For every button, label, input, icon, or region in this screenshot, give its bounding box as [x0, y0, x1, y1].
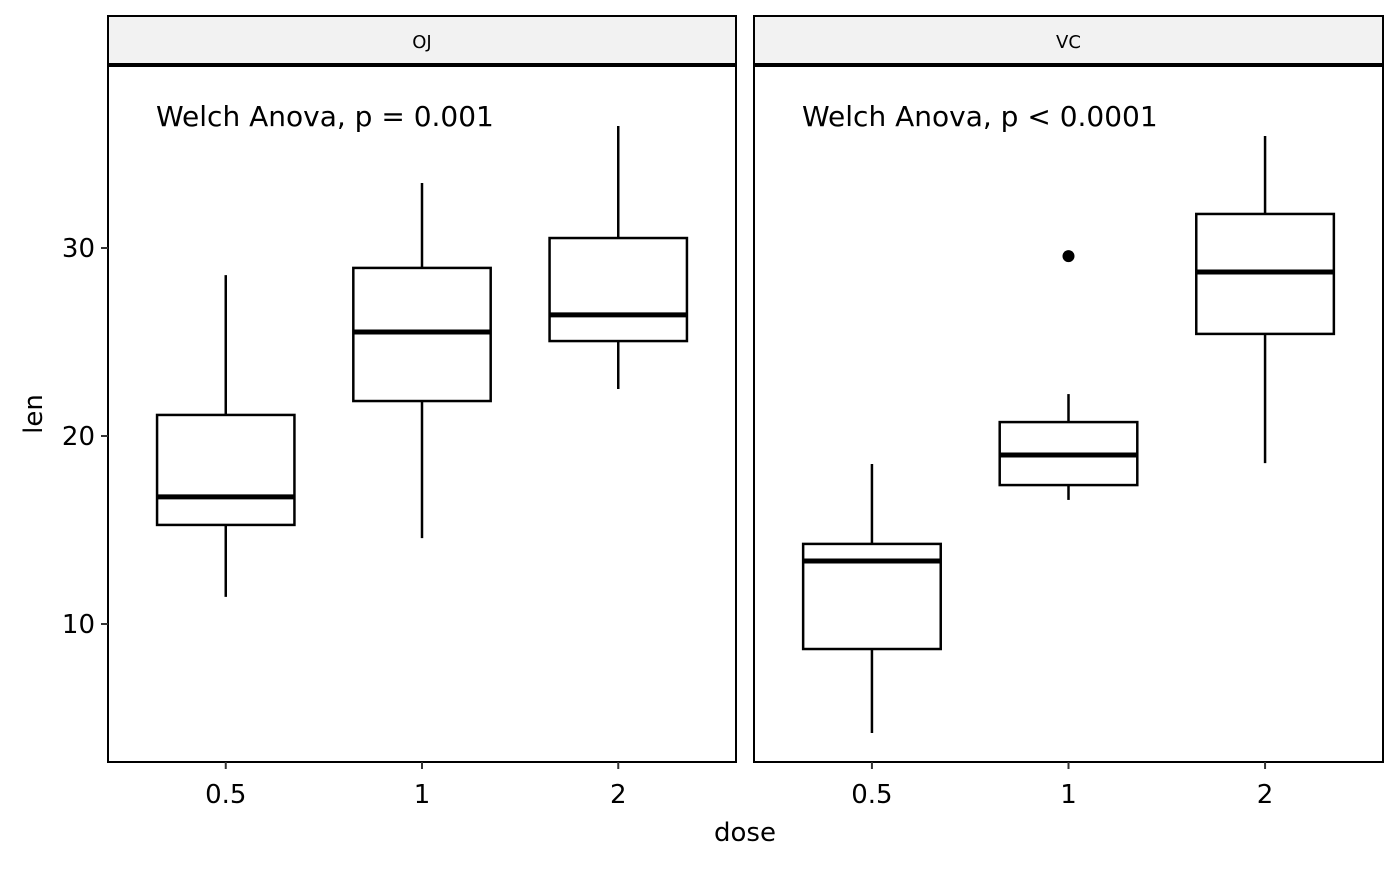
iqr-box	[155, 413, 296, 527]
x-axis-label: dose	[714, 818, 776, 848]
y-tick-label: 30	[62, 234, 95, 264]
x-tick-label: 0.5	[205, 780, 246, 810]
anova-annotation: Welch Anova, p < 0.0001	[802, 100, 1158, 133]
x-tick-label: 0.5	[851, 780, 892, 810]
x-tick-label: 2	[610, 780, 627, 810]
y-tick-label: 20	[62, 422, 95, 452]
y-axis-label: len	[19, 394, 49, 434]
box-2	[548, 125, 689, 389]
panel-oj: OJ Welch Anova, p = 0.001 0.5 1 2	[107, 15, 737, 810]
facet-strip	[107, 15, 737, 65]
box-2	[1195, 135, 1336, 464]
outlier-point	[1062, 250, 1075, 263]
box-1	[352, 182, 492, 539]
x-tick-label: 1	[414, 780, 431, 810]
iqr-box	[548, 236, 689, 343]
panel-vc: VC Welch Anova, p < 0.0001 0.5 1 2	[753, 15, 1384, 810]
x-tick-label: 2	[1257, 780, 1274, 810]
box-0.5	[801, 464, 942, 734]
y-tick-label: 10	[62, 610, 95, 640]
facet-strip	[753, 15, 1384, 65]
anova-annotation: Welch Anova, p = 0.001	[156, 100, 494, 133]
box-0.5	[155, 275, 296, 597]
x-tick-label: 1	[1060, 780, 1077, 810]
box-1	[998, 250, 1139, 500]
facet-strip-label: VC	[1056, 32, 1081, 53]
facet-strip-label: OJ	[412, 32, 431, 53]
